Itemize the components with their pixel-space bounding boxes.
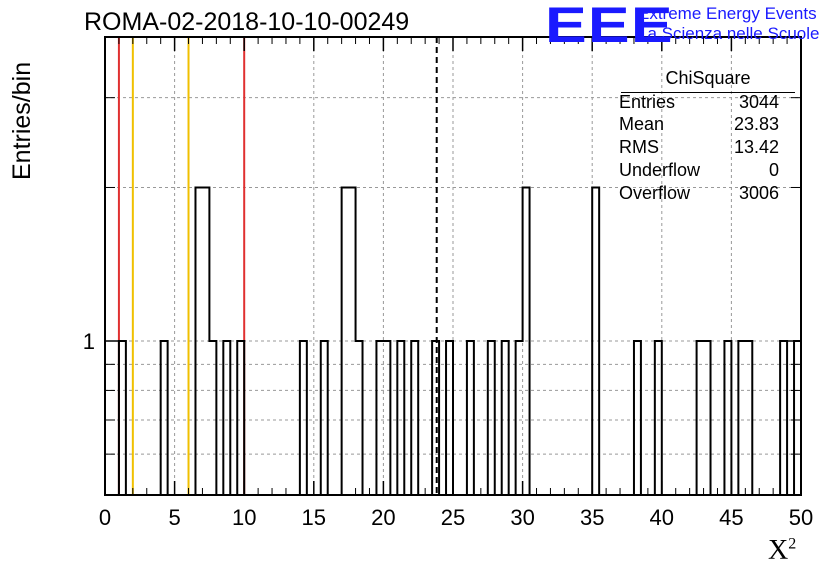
stats-title-underline: [621, 92, 795, 93]
x-tick-label: 20: [371, 505, 395, 530]
stats-title: ChiSquare: [665, 68, 751, 88]
stats-value: 0: [768, 160, 779, 180]
x-tick-label: 5: [168, 505, 180, 530]
stats-row: RMS 13.42: [619, 137, 779, 159]
x-tick-label: 35: [580, 505, 604, 530]
stats-value: 13.42: [733, 137, 779, 157]
stats-key: Entries: [619, 92, 676, 112]
x-tick-label: 30: [510, 505, 534, 530]
x-axis-label-main: Χ: [768, 535, 789, 566]
x-axis-label: Χ2: [768, 535, 796, 567]
stats-value: 3006: [738, 183, 779, 203]
stats-key: RMS: [619, 137, 659, 157]
logo-line-2: La Scienza nelle Scuole: [638, 24, 820, 43]
x-tick-label: 50: [789, 505, 813, 530]
x-tick-label: 0: [99, 505, 111, 530]
logo-line-1: Extreme Energy Events: [638, 4, 817, 23]
stats-row: Mean 23.83: [619, 114, 779, 136]
stats-key: Overflow: [619, 183, 691, 203]
x-tick-label: 25: [441, 505, 465, 530]
stats-row: Overflow 3006: [619, 183, 779, 205]
x-tick-label: 40: [650, 505, 674, 530]
stats-key: Mean: [619, 114, 665, 134]
stats-value: 3044: [738, 92, 779, 112]
stats-box: ChiSquare Entries 3044 Mean 23.83 RMS 13.42…: [611, 66, 805, 214]
y-tick-label: 1: [83, 329, 95, 354]
stats-value: 23.83: [733, 114, 779, 134]
eee-logo: EEE: [545, 0, 674, 53]
chart-title: ROMA-02-2018-10-10-00249: [84, 8, 410, 36]
x-axis-label-sup: 2: [788, 535, 797, 553]
x-tick-label: 15: [302, 505, 326, 530]
stats-row: Entries 3044: [619, 92, 779, 114]
x-tick-label: 10: [232, 505, 256, 530]
y-axis-label: Entries/bin: [8, 61, 36, 180]
stats-key: Underflow: [619, 160, 701, 180]
stats-row: Underflow 0: [619, 160, 779, 182]
x-tick-label: 45: [719, 505, 743, 530]
